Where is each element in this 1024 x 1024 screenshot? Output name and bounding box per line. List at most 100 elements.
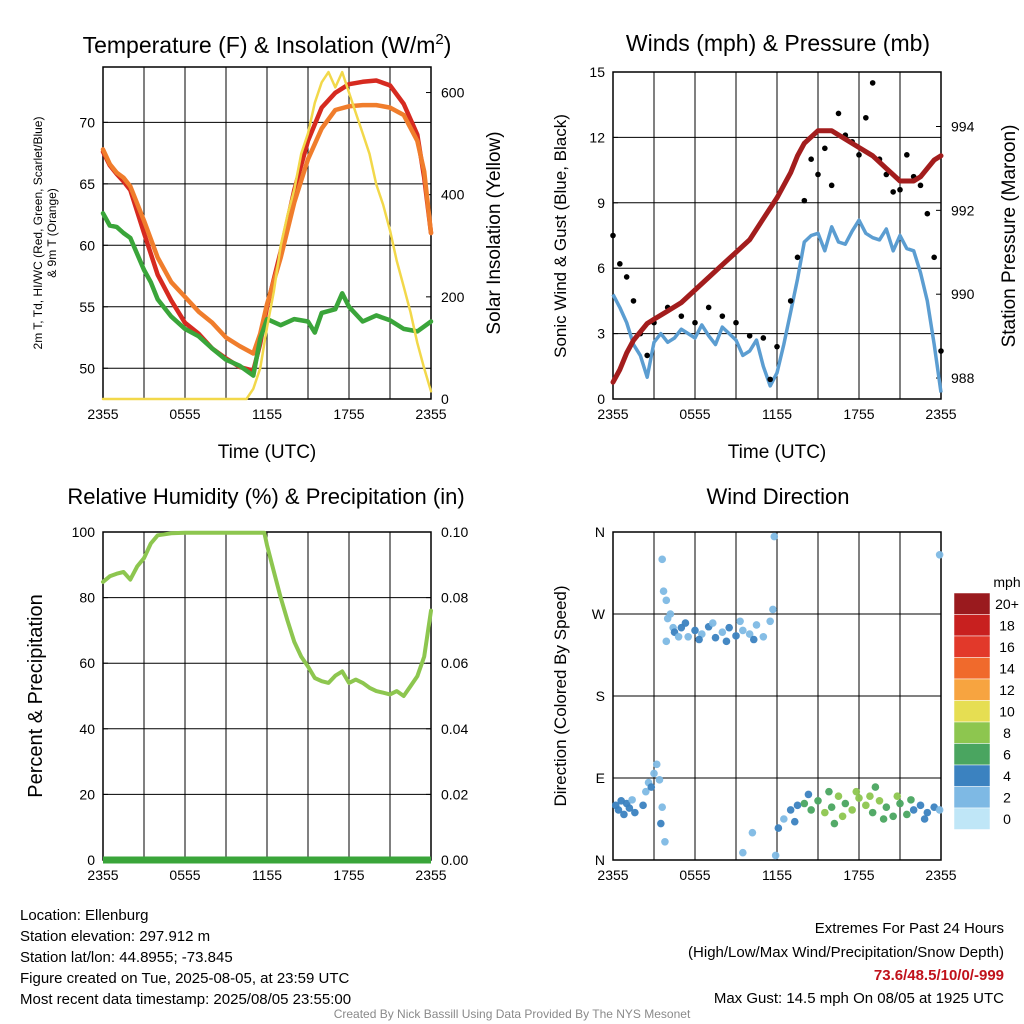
- direction-point: [681, 619, 690, 627]
- x-tick-label: 1755: [843, 406, 874, 422]
- gust-point: [924, 210, 931, 217]
- direction-point: [752, 621, 761, 629]
- y2-axis-label: Solar Insolation (Yellow): [484, 131, 505, 334]
- direction-point: [620, 810, 628, 819]
- y2-tick-label: 0.10: [441, 524, 468, 540]
- direction-point: [825, 787, 833, 796]
- x-tick-label: 1755: [333, 406, 364, 422]
- direction-point: [628, 796, 636, 804]
- x-tick-label: 2355: [597, 867, 628, 883]
- gust-point: [890, 189, 896, 195]
- gust-point: [863, 114, 869, 121]
- y-axis-label: Percent & Precipitation: [25, 594, 47, 797]
- y-tick-label: 65: [79, 176, 95, 192]
- chart-title: Wind Direction: [706, 484, 849, 509]
- x-tick-label: 1155: [762, 406, 792, 422]
- y-axis-label: & 9m T (Orange): [45, 188, 59, 278]
- direction-point: [766, 617, 774, 626]
- direction-point: [879, 815, 888, 823]
- legend-swatch: [953, 678, 991, 701]
- y2-tick-label: 0.00: [441, 852, 468, 868]
- gust-point: [828, 182, 835, 189]
- x-tick-label: 1155: [762, 867, 792, 883]
- legend-swatch: [953, 635, 991, 658]
- direction-point: [666, 610, 675, 618]
- y-tick-label: 12: [589, 129, 605, 145]
- direction-point: [650, 769, 658, 778]
- direction-point: [749, 635, 758, 644]
- y-tick-label: S: [596, 688, 605, 704]
- x-tick-label: 2355: [925, 867, 956, 883]
- gust-point: [767, 376, 773, 383]
- gust-point: [719, 313, 726, 319]
- y2-axis-label: Station Pressure (Maroon): [999, 125, 1020, 348]
- y-tick-label: 15: [589, 64, 605, 80]
- direction-point: [625, 804, 634, 812]
- gust-point: [630, 298, 637, 304]
- direction-point: [800, 799, 809, 808]
- direction-point: [662, 637, 671, 646]
- x-axis-label: Time (UTC): [728, 442, 827, 463]
- legend-swatch: [953, 614, 991, 637]
- gust-point: [705, 304, 712, 311]
- gust-point: [617, 261, 623, 267]
- direction-point: [780, 815, 788, 823]
- humidity-precip-panel: 0 20 40 60 80 100 0.00 0.02 0.04 0.06 0.08 0.10 2355…: [25, 484, 468, 883]
- x-tick-label: 0555: [169, 406, 200, 422]
- direction-point: [882, 803, 891, 811]
- info-elevation: Station elevation: 297.912 m: [20, 928, 211, 945]
- gust-point: [904, 152, 910, 158]
- legend-swatch: [953, 786, 991, 809]
- info-recent: Most recent data timestamp: 2025/08/05 2…: [20, 991, 352, 1008]
- direction-point: [652, 760, 661, 769]
- y-tick-label: N: [595, 852, 605, 868]
- direction-point: [868, 808, 877, 817]
- direction-point: [658, 555, 666, 564]
- direction-point: [774, 824, 783, 832]
- direction-point: [852, 787, 861, 796]
- legend-swatch: [953, 657, 991, 680]
- direction-point: [903, 810, 911, 819]
- direction-point: [871, 783, 880, 791]
- direction-point: [662, 596, 671, 605]
- y-tick-label: 50: [79, 360, 95, 376]
- direction-point: [647, 783, 656, 791]
- gust-point: [623, 274, 630, 280]
- direction-point: [745, 630, 754, 638]
- y2-tick-label: 0.08: [441, 590, 468, 606]
- chart-title: Relative Humidity (%) & Precipitation (i…: [67, 484, 464, 509]
- y-tick-label: 20: [79, 786, 95, 802]
- direction-point: [739, 848, 747, 857]
- extremes-subheading: (High/Low/Max Wind/Precipitation/Snow De…: [688, 944, 1004, 961]
- y2-tick-label: 994: [951, 119, 975, 135]
- x-tick-label: 0555: [679, 867, 710, 883]
- direction-point: [814, 796, 822, 805]
- legend-swatch: [953, 807, 991, 830]
- y-tick-label: N: [595, 524, 605, 540]
- y2-tick-label: 990: [951, 286, 975, 302]
- direction-point: [711, 633, 720, 642]
- y2-tick-label: 0.04: [441, 721, 468, 737]
- direction-point: [748, 828, 757, 837]
- y-tick-label: 6: [597, 260, 605, 276]
- legend-swatch: [953, 700, 991, 723]
- y-tick-label: 0: [87, 852, 95, 868]
- direction-point: [875, 796, 884, 805]
- direction-point: [923, 808, 932, 817]
- direction-point: [821, 808, 829, 817]
- direction-point: [736, 617, 744, 626]
- direction-point: [855, 794, 863, 802]
- y-tick-label: E: [596, 770, 605, 786]
- direction-point: [708, 619, 717, 627]
- direction-point: [907, 796, 915, 804]
- legend-label: 14: [999, 661, 1015, 677]
- x-tick-label: 1755: [333, 867, 364, 883]
- legend-label: 6: [1003, 747, 1011, 763]
- y2-tick-label: 992: [951, 202, 975, 218]
- gust-point: [733, 319, 739, 326]
- legend-swatch: [953, 592, 991, 615]
- direction-point: [804, 790, 813, 799]
- direction-point: [732, 632, 740, 640]
- gust-point: [787, 298, 794, 304]
